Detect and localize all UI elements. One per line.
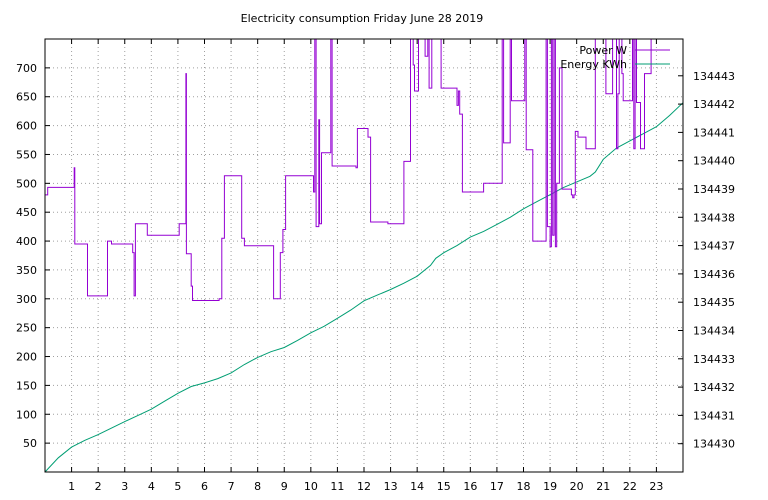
x-tick-label: 21	[596, 480, 610, 493]
x-tick-label: 8	[254, 480, 261, 493]
y-tick-label: 700	[16, 62, 37, 75]
y-tick-label: 550	[16, 148, 37, 161]
x-tick-label: 3	[121, 480, 128, 493]
legend-label: Energy KWh	[560, 58, 627, 71]
y-tick-label: 300	[16, 293, 37, 306]
x-axis: 1 2 3 4 5 6 7 8 9 10 11 12 13 14 15 16 17 18 19 20 21 22 23	[68, 39, 663, 493]
x-tick-label: 11	[330, 480, 344, 493]
x-tick-label: 19	[543, 480, 557, 493]
y2-tick-label: 134433	[693, 353, 735, 366]
power-w-line	[45, 38, 683, 301]
x-tick-label: 6	[201, 480, 208, 493]
chart-title: Electricity consumption Friday June 28 2…	[241, 12, 484, 25]
y-tick-label: 350	[16, 264, 37, 277]
grid-lines	[45, 39, 683, 472]
y-tick-label: 100	[16, 408, 37, 421]
y2-tick-label: 134435	[693, 296, 735, 309]
power-series-layer	[45, 38, 683, 301]
x-tick-label: 20	[570, 480, 584, 493]
x-tick-label: 15	[437, 480, 451, 493]
energy-series-layer	[44, 102, 684, 473]
y2-tick-label: 134438	[693, 211, 735, 224]
y-axis-left: 50 100 150 200 250 300 350 400 450 500 550 600 650 70…	[16, 62, 50, 450]
y2-tick-label: 134441	[693, 126, 735, 139]
y-tick-label: 650	[16, 91, 37, 104]
y2-tick-label: 134430	[693, 438, 735, 451]
x-tick-label: 18	[517, 480, 531, 493]
x-tick-label: 23	[649, 480, 663, 493]
y-tick-label: 150	[16, 379, 37, 392]
y2-tick-label: 134439	[693, 183, 735, 196]
y2-tick-label: 134432	[693, 381, 735, 394]
x-tick-label: 17	[490, 480, 504, 493]
x-tick-label: 12	[357, 480, 371, 493]
x-tick-label: 2	[95, 480, 102, 493]
y-tick-label: 400	[16, 235, 37, 248]
x-tick-label: 16	[463, 480, 477, 493]
x-tick-label: 5	[174, 480, 181, 493]
x-tick-label: 10	[304, 480, 318, 493]
y-tick-label: 50	[23, 437, 37, 450]
y2-tick-label: 134436	[693, 268, 735, 281]
legend-label: Power W	[579, 44, 627, 57]
y2-tick-label: 134442	[693, 98, 735, 111]
y2-tick-label: 134431	[693, 409, 735, 422]
y-tick-label: 450	[16, 206, 37, 219]
y-tick-label: 200	[16, 351, 37, 364]
y2-tick-label: 134443	[693, 70, 735, 83]
x-tick-label: 22	[623, 480, 637, 493]
x-tick-label: 13	[384, 480, 398, 493]
x-tick-label: 9	[281, 480, 288, 493]
y2-tick-label: 134437	[693, 240, 735, 253]
x-tick-label: 14	[410, 480, 424, 493]
y-tick-label: 250	[16, 322, 37, 335]
y-axis-right: 134430 134431 134432 134433 134434 134435 1344…	[678, 70, 735, 451]
y-tick-label: 500	[16, 177, 37, 190]
y2-tick-label: 134440	[693, 155, 735, 168]
energy-kwh-line	[44, 102, 684, 473]
x-tick-label: 1	[68, 480, 75, 493]
x-tick-label: 7	[228, 480, 235, 493]
y2-tick-label: 134434	[693, 324, 735, 337]
x-tick-label: 4	[148, 480, 155, 493]
y-tick-label: 600	[16, 120, 37, 133]
